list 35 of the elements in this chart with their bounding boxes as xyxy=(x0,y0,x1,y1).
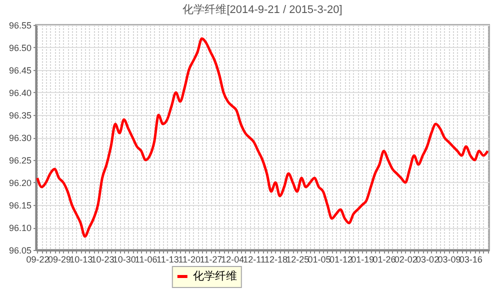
x-tick-label: 10-23 xyxy=(91,254,114,264)
x-tick-label: 03-02 xyxy=(416,254,440,264)
x-tick-label: 12-25 xyxy=(286,254,310,264)
y-tick-label: 96.20 xyxy=(8,178,32,188)
y-tick-label: 96.45 xyxy=(8,66,32,76)
x-tick-label: 11-20 xyxy=(178,254,201,264)
x-tick-label: 12-18 xyxy=(264,254,288,264)
line-series xyxy=(36,37,489,238)
x-tick-label: 11-13 xyxy=(156,254,179,264)
y-tick-label: 96.05 xyxy=(8,246,32,256)
x-tick-label: 03-16 xyxy=(459,254,482,264)
y-tick-label: 96.55 xyxy=(8,20,32,30)
y-tick-label: 96.30 xyxy=(8,133,32,143)
y-tick-label: 96.15 xyxy=(8,200,32,210)
y-tick-label: 96.40 xyxy=(8,88,32,98)
x-tick-label: 12-04 xyxy=(221,254,244,264)
x-tick-label: 10-30 xyxy=(112,254,136,264)
x-tick-label: 12-11 xyxy=(243,254,266,264)
x-tick-label: 01-12 xyxy=(329,254,352,264)
x-tick-label: 02-02 xyxy=(394,254,418,264)
x-tick-label: 01-05 xyxy=(308,254,331,264)
x-tick-label: 09-29 xyxy=(48,254,71,264)
y-tick-label: 96.50 xyxy=(8,43,32,53)
x-tick-label: 03-09 xyxy=(438,254,461,264)
y-tick-label: 96.25 xyxy=(8,156,32,166)
chart-title: 化学纤维[2014-9-21 / 2015-3-20] xyxy=(182,3,342,16)
x-tick-label: 10-13 xyxy=(70,254,93,264)
x-tick-label: 11-06 xyxy=(134,254,158,264)
x-tick-label: 01-19 xyxy=(351,254,374,264)
x-tick-label: 01-26 xyxy=(372,254,396,264)
x-tick-label: 11-27 xyxy=(200,254,222,264)
y-tick-label: 96.35 xyxy=(8,110,32,120)
legend-label: 化学纤维 xyxy=(192,270,237,282)
y-tick-label: 96.10 xyxy=(8,223,32,233)
x-tick-label: 09-22 xyxy=(26,254,50,264)
